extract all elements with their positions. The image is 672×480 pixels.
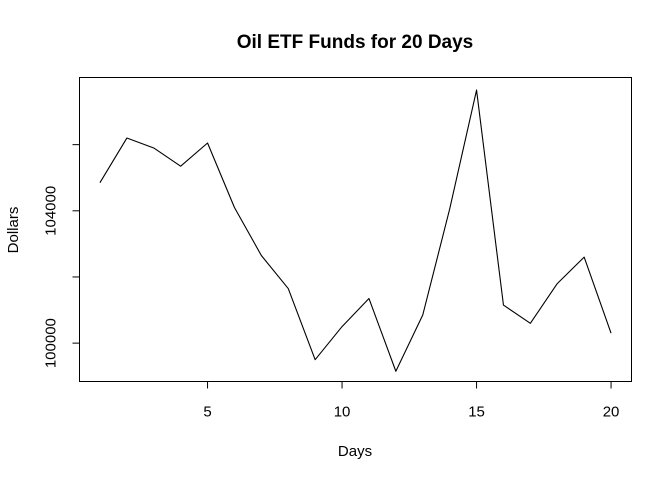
- x-axis: 5 10 15 20: [203, 381, 620, 421]
- chart-title: Oil ETF Funds for 20 Days: [237, 32, 474, 53]
- y-tick-label: 104000: [43, 186, 60, 236]
- series-line: [99, 89, 612, 372]
- x-tick-label: 15: [468, 404, 485, 421]
- x-tick-label: 10: [334, 404, 351, 421]
- x-tick-label: 20: [603, 404, 620, 421]
- x-axis-label: Days: [338, 443, 372, 460]
- y-axis-label: Dollars: [5, 207, 22, 254]
- plot-frame: [79, 77, 632, 382]
- y-tick-label: 100000: [43, 318, 60, 368]
- x-tick-label: 5: [203, 404, 211, 421]
- y-axis: 100000 104000: [43, 144, 80, 368]
